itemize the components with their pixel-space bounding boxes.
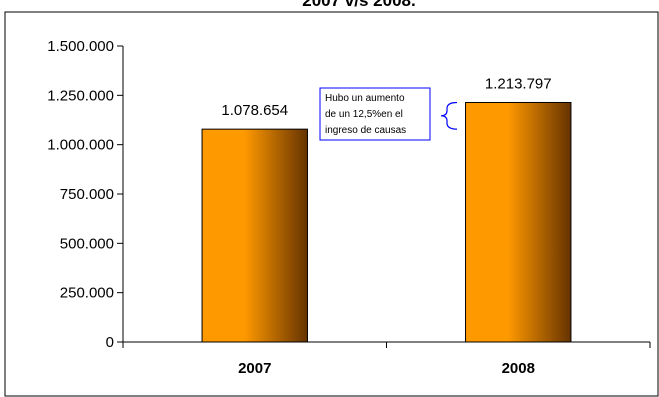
y-tick-label: 500.000 (60, 235, 114, 252)
y-tick-label: 0 (106, 334, 114, 351)
data-label-2008: 1.213.797 (485, 75, 552, 92)
x-category-label-2008: 2008 (502, 360, 535, 377)
y-tick-label: 750.000 (60, 186, 114, 203)
x-category-label-2007: 2007 (238, 360, 271, 377)
data-label-2007: 1.078.654 (221, 102, 288, 119)
x-axis: 2007 2008 (122, 341, 651, 377)
annotation-line-3: ingreso de causas (325, 125, 406, 136)
chart-area-border (4, 11, 659, 397)
bars (201, 101, 572, 343)
y-tick-label: 250.000 (60, 285, 114, 302)
y-tick-label: 1.000.000 (47, 137, 114, 154)
y-tick-label: 1.250.000 (47, 87, 114, 104)
bar-2008 (465, 101, 572, 343)
annotation-callout: Hubo un aumento de un 12,5%en el ingreso… (319, 87, 458, 141)
chart-title: 2007 v/s 2008. (302, 0, 415, 10)
annotation-line-1: Hubo un aumento (325, 93, 405, 104)
annotation-box (319, 87, 431, 141)
y-tick-label: 1.500.000 (47, 38, 114, 55)
data-labels: 1.078.654 1.213.797 (221, 75, 551, 119)
annotation-brace (440, 101, 458, 130)
bar-2007 (201, 128, 308, 343)
annotation-line-2: de un 12,5%en el (325, 109, 403, 120)
y-axis: 0 250.000 500.000 750.000 1.000.000 1.250.000… (47, 38, 124, 351)
